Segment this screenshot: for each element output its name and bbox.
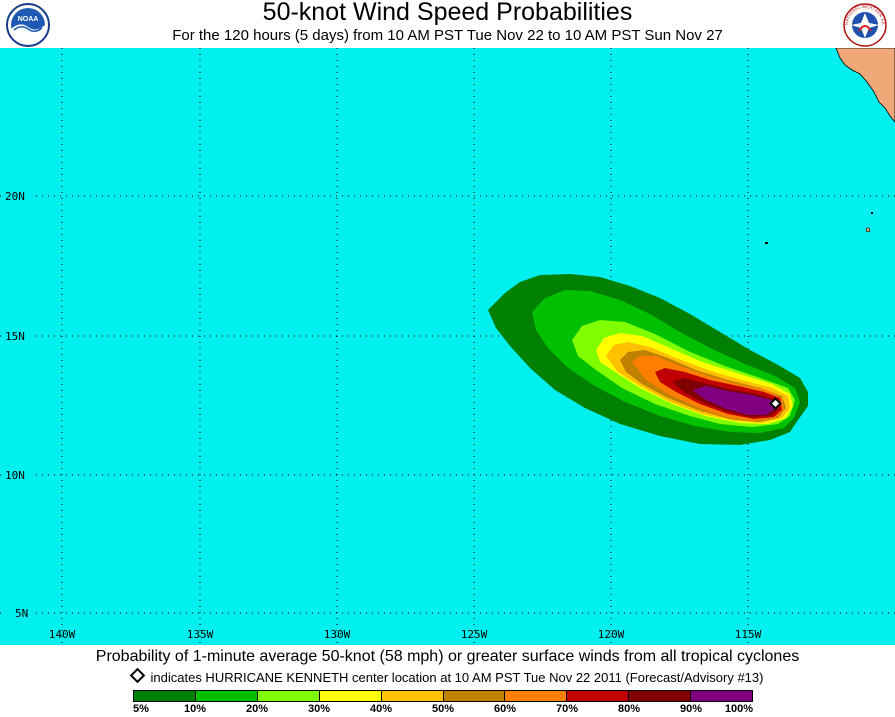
legend-swatch	[629, 690, 692, 702]
lon-label-125w: 125W	[461, 628, 488, 641]
legend-swatch	[443, 690, 506, 702]
legend-label: 10%	[183, 703, 207, 715]
lat-label-20n: 20N	[5, 190, 25, 203]
storm-note-text: indicates HURRICANE KENNETH center locat…	[150, 670, 764, 685]
legend-label: 50%	[431, 703, 455, 715]
island-1	[865, 227, 871, 233]
color-legend	[133, 690, 754, 702]
lat-label-5n: 5N	[15, 607, 28, 620]
probability-contours	[488, 274, 808, 445]
legend-labels: 5% 10% 20% 30% 40% 50% 60% 70% 80% 90% 100%	[0, 703, 895, 717]
legend-swatch	[195, 690, 258, 702]
probability-map: 20N 15N 10N 5N 140W 135W 130W 125W 120W …	[0, 48, 895, 645]
lon-label-130w: 130W	[324, 628, 351, 641]
legend-label: 40%	[369, 703, 393, 715]
lon-label-115w: 115W	[735, 628, 762, 641]
legend-label: 60%	[493, 703, 517, 715]
noaa-logo-icon: NOAA	[6, 3, 50, 47]
legend-swatch	[691, 690, 754, 702]
lon-label-120w: 120W	[598, 628, 625, 641]
legend-swatch	[505, 690, 568, 702]
legend-label: 5%	[133, 703, 149, 715]
lon-label-140w: 140W	[49, 628, 76, 641]
page-title: 50-knot Wind Speed Probabilities	[262, 0, 633, 26]
ocean	[0, 48, 895, 645]
legend-label: 20%	[245, 703, 269, 715]
legend-label: 100%	[724, 703, 754, 715]
legend-label: 30%	[307, 703, 331, 715]
legend-swatch	[381, 690, 444, 702]
nws-logo-icon: NATIONAL WEATHER SERVICE	[843, 3, 887, 47]
legend-swatch	[319, 690, 382, 702]
lat-labels: 20N 15N 10N 5N	[2, 189, 32, 620]
noaa-logo-text: NOAA	[18, 16, 39, 23]
island-2	[765, 242, 768, 244]
diamond-legend-icon	[129, 667, 145, 684]
legend-swatch	[133, 690, 196, 702]
page-subtitle: For the 120 hours (5 days) from 10 AM PS…	[172, 27, 723, 44]
footer: Probability of 1-minute average 50-knot …	[0, 645, 895, 716]
legend-swatch	[257, 690, 320, 702]
storm-note: indicates HURRICANE KENNETH center locat…	[0, 667, 895, 687]
legend-label: 80%	[617, 703, 641, 715]
lon-label-135w: 135W	[187, 628, 214, 641]
legend-label: 90%	[679, 703, 703, 715]
land-mexico	[835, 48, 895, 123]
island-3	[871, 212, 873, 214]
lon-labels: 140W 135W 130W 125W 120W 115W	[49, 628, 762, 641]
lat-label-15n: 15N	[5, 330, 25, 343]
contour-90pct	[692, 386, 774, 415]
header: NOAA 50-knot Wind Speed Probabilities Fo…	[0, 0, 895, 48]
legend-swatch	[567, 690, 630, 702]
diamond-icon	[769, 397, 782, 410]
lat-label-10n: 10N	[5, 469, 25, 482]
map-caption: Probability of 1-minute average 50-knot …	[95, 648, 800, 665]
legend-label: 70%	[555, 703, 579, 715]
